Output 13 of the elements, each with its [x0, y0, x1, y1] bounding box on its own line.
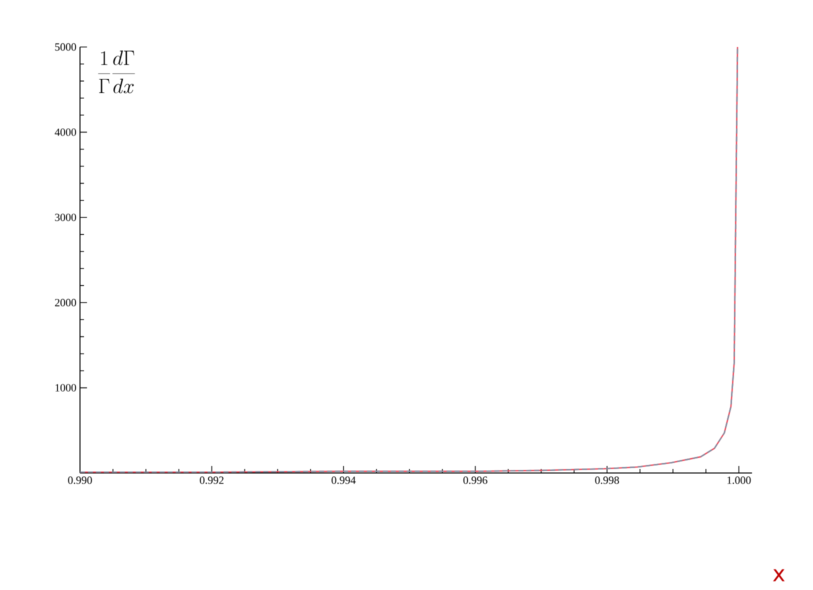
x-tick-label: 0.994: [332, 476, 356, 484]
y-tick-label: 5000: [55, 43, 76, 51]
x-axis-title: x: [773, 569, 785, 582]
x-tick-label: 0.992: [200, 476, 224, 484]
y-axis-title: $\frac{1}{\Gamma}\frac{d\Gamma}{dx}$: [98, 50, 135, 94]
y-tick-label: 3000: [55, 214, 76, 222]
x-tick-label: 0.990: [68, 476, 92, 484]
y-tick-label: 1000: [56, 384, 76, 392]
x-tick-label: 0.996: [463, 476, 488, 484]
y-tick-label: 2000: [55, 298, 76, 306]
x-tick-label: 1.000: [727, 476, 751, 484]
y-tick-label: 4000: [54, 128, 76, 136]
x-tick-label: 0.998: [595, 476, 619, 484]
